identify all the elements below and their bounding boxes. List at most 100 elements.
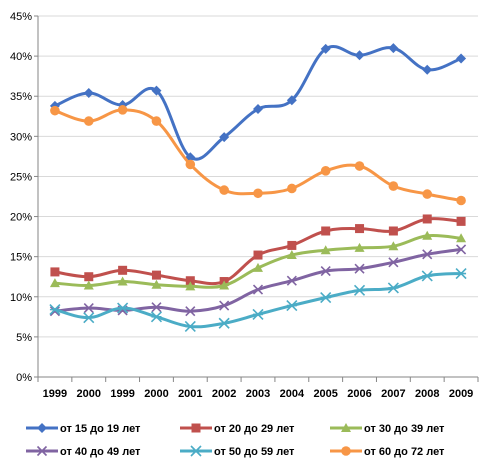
data-point xyxy=(321,226,331,236)
data-point xyxy=(218,317,230,329)
data-point xyxy=(185,306,196,317)
data-point xyxy=(287,240,297,250)
data-point xyxy=(287,183,297,194)
data-point xyxy=(151,302,162,313)
data-point xyxy=(50,105,60,116)
data-point xyxy=(388,257,399,268)
data-point xyxy=(151,116,162,126)
data-point xyxy=(456,244,467,255)
y-tick-label: 5% xyxy=(16,332,32,344)
y-tick-label: 0% xyxy=(16,372,32,384)
data-point xyxy=(150,311,163,323)
gridlines xyxy=(38,15,478,338)
y-tick-label: 20% xyxy=(10,212,32,224)
data-point xyxy=(184,320,196,333)
data-point xyxy=(151,279,162,289)
data-point xyxy=(117,105,128,115)
legend-entry: от 20 до 29 лет xyxy=(180,423,295,435)
x-axis-tick-labels: 1999 2000 1999 2000 2001 2002 2003 2004 2005 2006… xyxy=(43,388,474,400)
data-point xyxy=(422,230,433,240)
series-2 xyxy=(50,214,466,287)
data-point xyxy=(185,276,195,286)
data-point xyxy=(286,300,298,312)
data-point xyxy=(83,302,94,314)
x-tick-label: 1999 xyxy=(110,388,134,400)
data-point xyxy=(388,181,399,191)
series-6 xyxy=(50,105,466,206)
data-point xyxy=(49,304,61,316)
data-point xyxy=(83,280,94,290)
y-axis-tick-labels: 0% 5% 10% 15% 20% 25% 30% 35% 40% 45% xyxy=(10,11,32,384)
legend-marker xyxy=(37,423,47,433)
x-tick-label: 2000 xyxy=(77,388,101,400)
data-point xyxy=(286,250,297,260)
data-point xyxy=(422,189,433,199)
data-point xyxy=(388,226,398,236)
legend-marker xyxy=(341,446,351,456)
y-tick-label: 25% xyxy=(10,171,32,183)
data-point xyxy=(388,43,399,54)
data-point xyxy=(354,263,365,274)
data-point xyxy=(286,95,297,106)
legend-label: от 60 до 72 лет xyxy=(364,446,445,458)
data-point xyxy=(388,241,399,251)
legend-label: от 50 до 59 лет xyxy=(214,446,295,458)
data-point xyxy=(118,265,128,275)
legend-label: от 40 до 49 лет xyxy=(60,446,141,458)
y-tick-label: 45% xyxy=(10,11,32,23)
legend-marker xyxy=(36,445,48,457)
data-point xyxy=(456,233,467,243)
data-point xyxy=(117,302,129,314)
data-point xyxy=(353,284,366,296)
x-tick-label: 2005 xyxy=(313,388,337,400)
y-tick-label: 15% xyxy=(10,252,32,264)
data-point xyxy=(456,53,467,64)
data-point xyxy=(320,166,331,176)
legend-marker xyxy=(341,423,351,432)
data-point xyxy=(253,250,263,260)
legend-entry: от 60 до 72 лет xyxy=(330,446,445,458)
data-point xyxy=(320,43,331,54)
x-tick-label: 2003 xyxy=(246,388,270,400)
data-point xyxy=(320,292,332,304)
data-point xyxy=(83,116,94,126)
data-point xyxy=(320,266,331,277)
legend-label: от 20 до 29 лет xyxy=(214,423,295,435)
data-point xyxy=(456,195,466,206)
data-point xyxy=(84,272,94,282)
legend-entry: от 40 до 49 лет xyxy=(26,445,141,458)
axes xyxy=(34,15,479,382)
data-point xyxy=(253,188,263,199)
legend-entry: от 30 до 39 лет xyxy=(330,423,445,435)
data-point xyxy=(50,267,60,277)
x-tick-label: 2000 xyxy=(144,388,168,400)
data-point xyxy=(387,282,399,294)
data-point xyxy=(252,284,264,295)
data-point xyxy=(253,262,263,272)
data-point xyxy=(252,308,264,320)
x-tick-label: 2008 xyxy=(415,388,439,400)
series-5 xyxy=(49,267,467,333)
data-point xyxy=(354,161,365,171)
legend: от 15 до 19 лет от 20 до 29 лет от 30 до 3… xyxy=(26,423,445,458)
data-point xyxy=(253,104,263,115)
data-point xyxy=(354,242,365,252)
data-point xyxy=(185,281,196,291)
data-point xyxy=(422,249,433,260)
x-tick-label: 2007 xyxy=(381,388,405,400)
legend-marker xyxy=(191,423,201,433)
legend-label: от 15 до 19 лет xyxy=(60,423,141,435)
data-point xyxy=(286,275,297,286)
x-tick-label: 2001 xyxy=(178,388,202,400)
x-tick-label: 2006 xyxy=(347,388,371,400)
x-tick-label: 1999 xyxy=(43,388,67,400)
legend-entry: от 50 до 59 лет xyxy=(180,445,295,458)
legend-marker xyxy=(190,445,202,457)
data-point xyxy=(219,185,229,195)
x-tick-label: 2002 xyxy=(212,388,236,400)
data-point xyxy=(421,270,433,282)
data-point xyxy=(117,276,128,286)
data-point xyxy=(219,280,230,290)
